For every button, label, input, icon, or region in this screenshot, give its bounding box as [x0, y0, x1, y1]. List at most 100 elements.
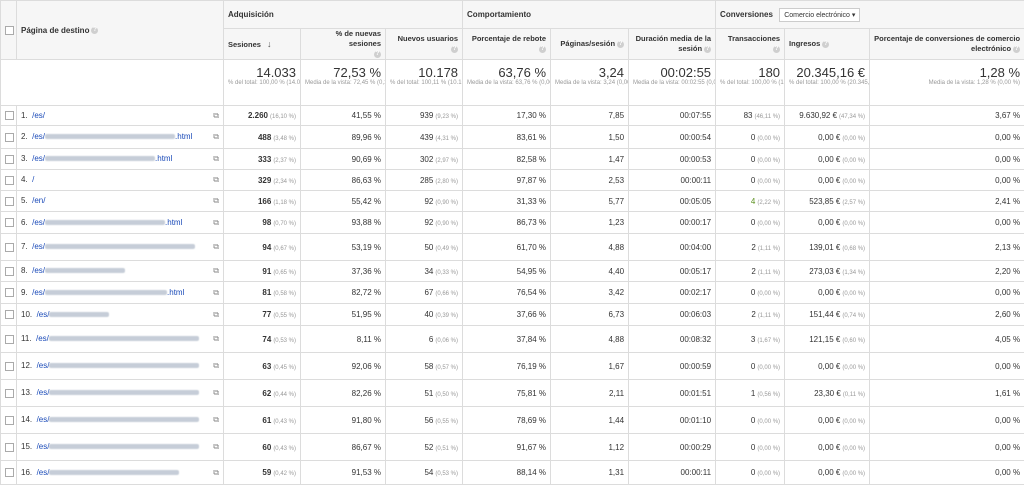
- open-page-icon[interactable]: ⧉: [213, 361, 219, 371]
- open-page-icon[interactable]: ⧉: [213, 388, 219, 398]
- table-row[interactable]: 13. /es/⧉62(0,44 %)82,26 %51(0,50 %)75,8…: [1, 380, 1024, 407]
- open-page-icon[interactable]: ⧉: [213, 288, 219, 298]
- help-icon[interactable]: ?: [451, 46, 458, 53]
- row-checkbox[interactable]: [5, 111, 14, 120]
- table-row[interactable]: 15. /es/⧉60(0,43 %)86,67 %52(0,51 %)91,6…: [1, 434, 1024, 461]
- row-checkbox[interactable]: [5, 133, 14, 142]
- table-row[interactable]: 3. /es/.html⧉333(2,37 %)90,69 %302(2,97 …: [1, 149, 1024, 170]
- landing-page-link[interactable]: /: [32, 175, 34, 184]
- help-icon[interactable]: ?: [539, 46, 546, 53]
- sort-desc-icon[interactable]: ↓: [267, 39, 272, 49]
- open-page-icon[interactable]: ⧉: [213, 266, 219, 276]
- open-page-icon[interactable]: ⧉: [213, 175, 219, 185]
- open-page-icon[interactable]: ⧉: [213, 132, 219, 142]
- row-checkbox[interactable]: [5, 176, 14, 185]
- open-page-icon[interactable]: ⧉: [213, 334, 219, 344]
- row-checkbox[interactable]: [5, 197, 14, 206]
- open-page-icon[interactable]: ⧉: [213, 218, 219, 228]
- row-select-cell: [1, 212, 17, 234]
- help-icon[interactable]: ?: [374, 51, 381, 58]
- open-page-icon[interactable]: ⧉: [213, 442, 219, 452]
- transactions-cell: 0(0,00 %): [716, 170, 785, 191]
- table-row[interactable]: 8. /es/⧉91(0,65 %)37,36 %34(0,33 %)54,95…: [1, 261, 1024, 282]
- bounce-value: 88,14 %: [517, 468, 546, 477]
- col-new-users[interactable]: Nuevos usuarios?: [386, 29, 463, 60]
- landing-page-link[interactable]: /es/: [37, 468, 180, 477]
- table-row[interactable]: 1. /es/⧉2.260(16,10 %)41,55 %939(9,23 %)…: [1, 106, 1024, 126]
- row-checkbox[interactable]: [5, 443, 14, 452]
- col-sessions[interactable]: Sesiones↓: [224, 29, 301, 60]
- landing-page-link[interactable]: /es/: [32, 111, 45, 120]
- landing-page-header[interactable]: Página de destino?: [17, 1, 224, 60]
- table-row[interactable]: 4. /⧉329(2,34 %)86,63 %285(2,80 %)97,87 …: [1, 170, 1024, 191]
- help-icon[interactable]: ?: [91, 27, 98, 34]
- row-checkbox[interactable]: [5, 389, 14, 398]
- help-icon[interactable]: ?: [773, 46, 780, 53]
- col-bounce[interactable]: Porcentaje de rebote?: [463, 29, 551, 60]
- table-row[interactable]: 9. /es/.html⧉81(0,58 %)82,72 %67(0,66 %)…: [1, 282, 1024, 304]
- revenue-percent: (0,11 %): [843, 392, 865, 398]
- col-new-sessions[interactable]: % de nuevas sesiones?: [301, 29, 386, 60]
- landing-page-link[interactable]: /es/: [37, 361, 200, 370]
- landing-page-link[interactable]: /es/: [37, 415, 200, 424]
- row-checkbox[interactable]: [5, 243, 14, 252]
- help-icon[interactable]: ?: [617, 41, 624, 48]
- open-page-icon[interactable]: ⧉: [213, 196, 219, 206]
- table-row[interactable]: 5. /en/⧉166(1,18 %)55,42 %92(0,90 %)31,3…: [1, 191, 1024, 212]
- open-page-icon[interactable]: ⧉: [213, 111, 219, 121]
- open-page-icon[interactable]: ⧉: [213, 415, 219, 425]
- summary-revenue: 20.345,16 €% del total: 100,00 % (20.345…: [785, 60, 870, 106]
- landing-page-link[interactable]: /es/.html: [32, 154, 172, 163]
- landing-page-link[interactable]: /es/.html: [32, 288, 184, 297]
- new-users-value: 51: [424, 389, 433, 398]
- row-checkbox[interactable]: [5, 267, 14, 276]
- open-page-icon[interactable]: ⧉: [213, 310, 219, 320]
- landing-page-link[interactable]: /en/: [32, 196, 45, 205]
- table-row[interactable]: 11. /es/⧉74(0,53 %)8,11 %6(0,06 %)37,84 …: [1, 326, 1024, 353]
- row-checkbox[interactable]: [5, 335, 14, 344]
- open-page-icon[interactable]: ⧉: [213, 242, 219, 252]
- sessions-value: 63: [262, 362, 271, 371]
- help-icon[interactable]: ?: [822, 41, 829, 48]
- pages-session-value: 1,12: [608, 443, 624, 452]
- row-checkbox[interactable]: [5, 468, 14, 477]
- landing-page-link[interactable]: /es/: [36, 334, 199, 343]
- col-revenue[interactable]: Ingresos?: [785, 29, 870, 60]
- row-checkbox[interactable]: [5, 218, 14, 227]
- landing-page-link[interactable]: /es/: [37, 442, 200, 451]
- landing-page-link[interactable]: /es/: [32, 242, 195, 251]
- landing-page-link[interactable]: /es/: [37, 388, 200, 397]
- row-select-cell: [1, 434, 17, 461]
- row-checkbox[interactable]: [5, 416, 14, 425]
- open-page-icon[interactable]: ⧉: [213, 468, 219, 478]
- table-row[interactable]: 16. /es/⧉59(0,42 %)91,53 %54(0,53 %)88,1…: [1, 461, 1024, 485]
- table-row[interactable]: 10. /es/⧉77(0,55 %)51,95 %40(0,39 %)37,6…: [1, 304, 1024, 326]
- help-icon[interactable]: ?: [704, 46, 711, 53]
- table-row[interactable]: 7. /es/⧉94(0,67 %)53,19 %50(0,49 %)61,70…: [1, 234, 1024, 261]
- landing-page-link[interactable]: /es/: [32, 266, 125, 275]
- landing-page-link[interactable]: /es/.html: [32, 218, 182, 227]
- col-pages-session[interactable]: Páginas/sesión?: [551, 29, 629, 60]
- table-row[interactable]: 14. /es/⧉61(0,43 %)91,80 %56(0,55 %)78,6…: [1, 407, 1024, 434]
- landing-page-path: /es/: [32, 242, 45, 251]
- col-conv-rate[interactable]: Porcentaje de conversiones de comercio e…: [870, 29, 1024, 60]
- select-all-header[interactable]: [1, 1, 17, 60]
- table-row[interactable]: 6. /es/.html⧉98(0,70 %)93,88 %92(0,90 %)…: [1, 212, 1024, 234]
- row-checkbox[interactable]: [5, 288, 14, 297]
- summary-sub: % del total: 100,00 % (180): [720, 80, 780, 87]
- table-row[interactable]: 2. /es/.html⧉488(3,48 %)89,96 %439(4,31 …: [1, 126, 1024, 149]
- open-page-icon[interactable]: ⧉: [213, 154, 219, 164]
- row-checkbox[interactable]: [5, 362, 14, 371]
- col-transactions[interactable]: Transacciones?: [716, 29, 785, 60]
- landing-page-link[interactable]: /es/: [37, 310, 110, 319]
- table-row[interactable]: 12. /es/⧉63(0,45 %)92,06 %58(0,57 %)76,1…: [1, 353, 1024, 380]
- row-checkbox[interactable]: [5, 310, 14, 319]
- help-icon[interactable]: ?: [1013, 46, 1020, 53]
- conversion-type-dropdown[interactable]: Comercio electrónico ▾: [779, 8, 860, 22]
- row-checkbox[interactable]: [5, 155, 14, 164]
- landing-page-link[interactable]: /es/.html: [32, 132, 192, 141]
- new-users-percent: (0,39 %): [435, 313, 458, 319]
- landing-page-path: /es/: [32, 266, 45, 275]
- select-all-checkbox[interactable]: [5, 26, 14, 35]
- col-duration[interactable]: Duración media de la sesión?: [629, 29, 716, 60]
